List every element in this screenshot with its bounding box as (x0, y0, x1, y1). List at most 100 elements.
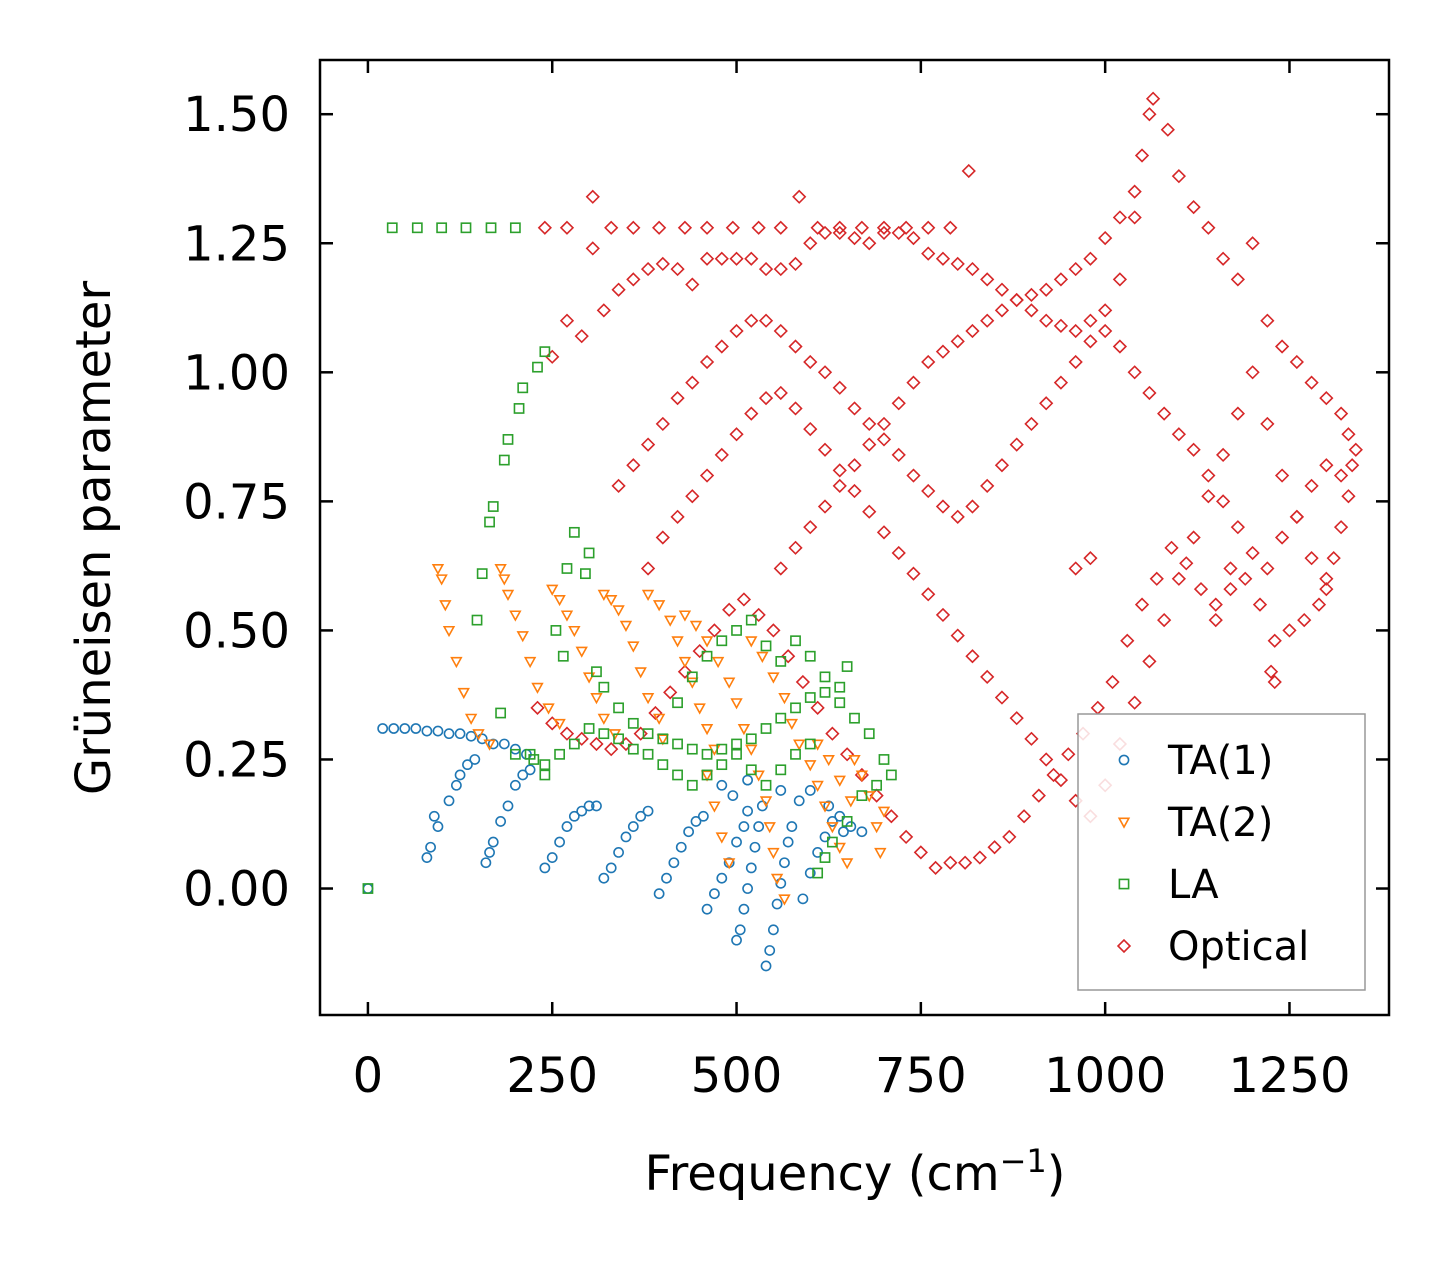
point-optical (862, 236, 877, 251)
point-la (826, 836, 838, 848)
point-optical (1112, 272, 1128, 287)
point-optical (1282, 623, 1297, 638)
point-optical (1319, 582, 1334, 597)
point-ta-2 (612, 605, 625, 617)
point-ta-2 (759, 796, 773, 808)
point-ta-2 (605, 594, 618, 607)
point-ta-1 (823, 800, 835, 812)
point-la (672, 738, 683, 750)
plot-frame (318, 58, 1391, 1017)
point-ta-1 (432, 725, 444, 737)
point-optical (729, 323, 744, 339)
point-optical (1348, 442, 1363, 457)
point-la (812, 867, 824, 879)
point-la (613, 733, 624, 745)
point-la (513, 403, 525, 414)
point-ta-1 (753, 821, 765, 832)
point-optical (1216, 447, 1231, 463)
point-optical (1105, 674, 1120, 690)
point-la (495, 707, 507, 719)
point-ta-1 (797, 893, 809, 905)
point-la (657, 759, 669, 771)
point-optical (1120, 633, 1135, 648)
point-ta-1 (775, 877, 787, 889)
point-la (841, 816, 853, 827)
point-optical (677, 664, 693, 679)
x-tick-label: 750 (875, 1048, 967, 1104)
point-la (554, 748, 566, 760)
point-ta-2 (785, 718, 799, 731)
point-ta-1 (517, 769, 529, 781)
point-ta-2 (855, 770, 869, 782)
point-optical (795, 674, 811, 690)
point-la (568, 738, 580, 750)
point-optical (596, 303, 611, 318)
point-optical (847, 483, 862, 499)
point-optical (1068, 561, 1083, 576)
point-ta-1 (524, 764, 536, 776)
point-optical (1319, 391, 1334, 406)
point-optical (1098, 303, 1113, 318)
point-optical (906, 566, 921, 581)
point-ta-1 (697, 810, 709, 822)
point-optical (714, 251, 729, 266)
point-optical (1083, 334, 1098, 349)
point-optical (876, 432, 892, 447)
point-optical (832, 478, 847, 493)
point-optical (1186, 200, 1201, 215)
legend-marker-optical (1116, 938, 1132, 954)
point-ta-1 (738, 903, 750, 915)
point-optical (1145, 91, 1161, 106)
point-la (716, 743, 728, 755)
point-optical (832, 225, 847, 241)
y-tick-label: 0.50 (183, 603, 290, 659)
point-optical (611, 282, 626, 297)
point-optical (1009, 437, 1024, 452)
point-la (849, 712, 860, 724)
point-ta-1 (576, 805, 588, 817)
point-optical (751, 607, 766, 623)
point-ta-2 (752, 770, 765, 782)
point-ta-1 (745, 862, 757, 874)
point-la (745, 764, 757, 776)
point-la (731, 625, 742, 636)
point-optical (1326, 551, 1341, 566)
point-la (362, 883, 374, 894)
point-optical (825, 726, 840, 741)
point-optical (876, 225, 892, 241)
point-optical (862, 416, 877, 432)
point-ta-1 (487, 738, 499, 750)
point-optical (1053, 375, 1069, 390)
point-ta-2 (767, 672, 780, 684)
point-optical (574, 329, 589, 344)
point-ta-1 (786, 821, 798, 832)
point-optical (685, 375, 700, 390)
point-optical (965, 649, 980, 664)
point-optical (876, 220, 892, 235)
point-ta-2 (568, 625, 581, 638)
point-ta-2 (737, 724, 751, 736)
point-ta-1 (742, 774, 753, 786)
point-optical (537, 220, 552, 235)
point-ta-2 (778, 693, 791, 705)
point-ta-2 (523, 656, 537, 669)
point-ta-2 (641, 589, 655, 601)
point-optical (640, 561, 656, 576)
point-la (760, 723, 772, 734)
point-ta-2 (619, 620, 633, 632)
point-optical (655, 416, 670, 432)
point-la (804, 650, 816, 662)
x-tick-label: 0 (353, 1048, 384, 1104)
point-optical (965, 323, 980, 339)
point-optical (906, 375, 921, 390)
point-optical (670, 509, 685, 524)
point-optical (921, 354, 936, 370)
point-optical (1245, 236, 1260, 251)
point-optical (891, 545, 906, 561)
point-ta-1 (675, 841, 687, 853)
point-optical (1157, 612, 1172, 628)
point-la (539, 769, 551, 781)
point-optical (1083, 313, 1098, 328)
point-optical (1208, 612, 1223, 628)
